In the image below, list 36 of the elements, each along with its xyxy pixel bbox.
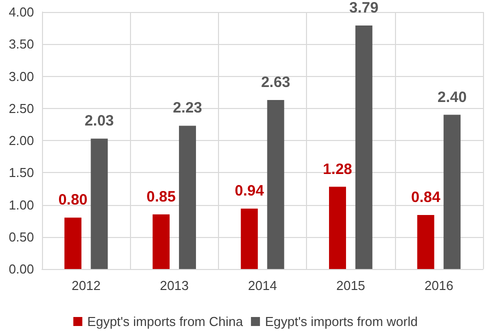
- data-label: 0.94: [234, 182, 265, 200]
- bar: [417, 215, 434, 269]
- y-tick-label: 3.00: [8, 68, 34, 84]
- legend-label: Egypt's imports from world: [264, 314, 418, 329]
- x-tick-label: 2015: [336, 278, 366, 293]
- x-tick-label: 2013: [160, 278, 189, 293]
- data-label: 2.03: [84, 112, 114, 130]
- data-label: 0.84: [411, 189, 441, 206]
- y-tick-label: 2.00: [8, 133, 34, 148]
- y-tick-label: 0.50: [8, 229, 34, 244]
- bar: [329, 186, 346, 269]
- x-tick-label: 2012: [72, 278, 101, 293]
- y-tick-label: 4.00: [8, 4, 34, 20]
- bar: [267, 100, 284, 269]
- y-tick-label: 3.50: [8, 36, 34, 52]
- bar: [178, 126, 196, 269]
- data-label: 2.23: [172, 100, 202, 117]
- data-label: 2.40: [437, 88, 467, 106]
- data-label: 1.28: [322, 160, 352, 178]
- y-tick-label: 1.00: [8, 197, 34, 212]
- y-tick-label: 0.00: [8, 262, 34, 276]
- data-label: 0.85: [146, 188, 176, 206]
- legend-label: Egypt's imports from China: [87, 314, 244, 329]
- bar: [64, 218, 82, 269]
- y-tick-label: 2.50: [8, 100, 34, 116]
- bar: [90, 138, 108, 269]
- bar: [152, 214, 170, 269]
- bar: [240, 208, 258, 269]
- bar: [355, 25, 372, 269]
- x-tick-label: 2016: [424, 278, 454, 293]
- bar: [444, 114, 461, 269]
- data-label: 0.80: [58, 192, 88, 209]
- y-tick-label: 1.50: [8, 165, 34, 180]
- data-label: 3.79: [349, 0, 378, 16]
- data-label: 2.63: [261, 74, 290, 92]
- x-tick-label: 2014: [248, 278, 277, 293]
